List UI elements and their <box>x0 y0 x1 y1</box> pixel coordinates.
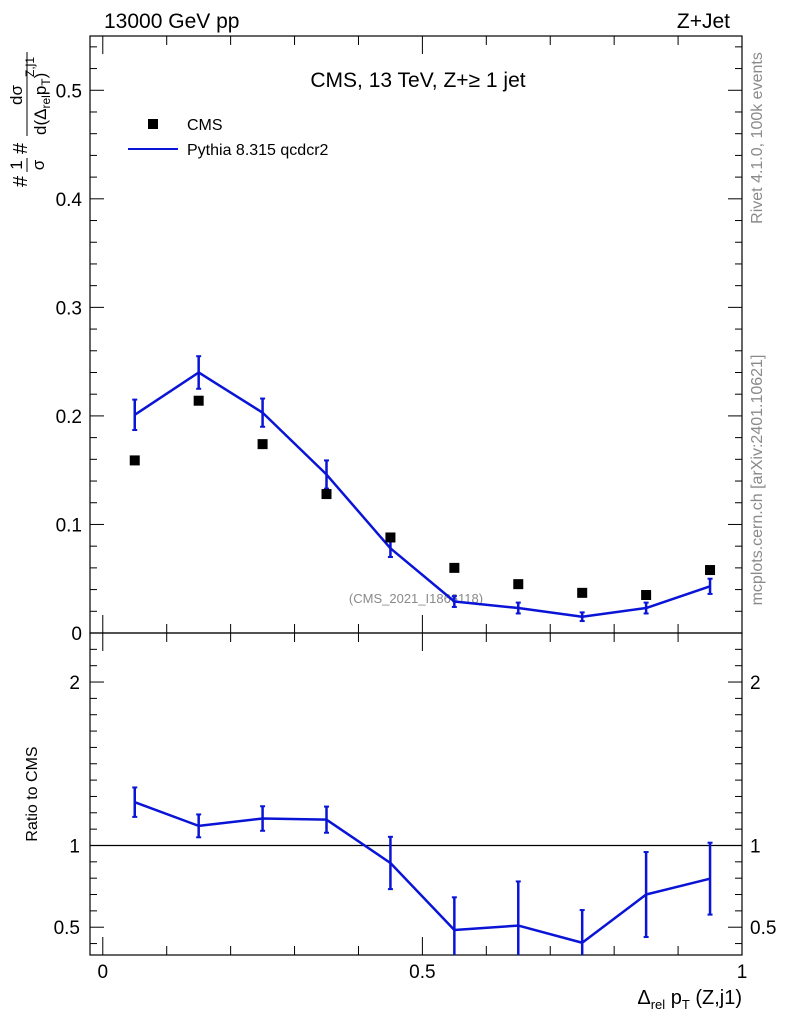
ratio-x-ticks: 0 0.5 1 <box>97 633 747 983</box>
ylabel-dsigma: dσ <box>7 85 26 105</box>
cms-data-point <box>129 455 140 466</box>
main-y-tick-label: 0.5 <box>56 81 82 102</box>
ratio-x-tick-label: 0.5 <box>409 962 435 983</box>
main-panel: 00.10.20.30.40.5 CMS, 13 TeV, Z+≥ 1 jet … <box>7 35 743 645</box>
ylabel-denominator: d(ΔrelpT) <box>31 73 53 135</box>
cms-data-point <box>705 565 716 576</box>
ratio-series-layer <box>132 786 713 955</box>
main-y-tick-label: 0.4 <box>56 190 83 211</box>
ratio-y-label: Ratio to CMS <box>24 746 41 841</box>
cms-data-point <box>577 587 588 598</box>
ratio-y-tick-label-left: 0.5 <box>54 918 80 939</box>
cms-data-point <box>513 579 524 590</box>
cms-data-point <box>193 395 204 406</box>
cms-data-point <box>385 532 396 543</box>
plot-title: CMS, 13 TeV, Z+≥ 1 jet <box>310 69 525 92</box>
legend-marker-cms <box>148 119 158 129</box>
main-y-label: # 1 σ # dσ d(ΔrelpT) Z,j1 <box>7 52 53 187</box>
cms-data-point <box>641 590 652 601</box>
ylabel-hash1: # <box>10 175 32 187</box>
legend-label-cms: CMS <box>187 117 223 134</box>
ratio-line <box>134 801 711 944</box>
x-axis-label: Δrel pT (Z,j1) <box>637 987 742 1012</box>
main-y-ticks: 0 0.1 0.2 0.3 0.4 0.5 <box>56 46 742 645</box>
cms-data-point <box>449 562 460 573</box>
pythia-line <box>134 371 711 618</box>
ylabel-sigma: σ <box>29 159 48 170</box>
ratio-panel: 0.5 0.51 12 2 0 0.5 1 Ratio to CMS Δrel pT (Z… <box>24 632 776 1012</box>
ratio-y-tick-label-right: 1 <box>750 836 761 857</box>
ylabel-one: 1 <box>7 160 26 169</box>
ratio-y-tick-label-left: 2 <box>69 673 80 694</box>
mcplots-label: mcplots.cern.ch [arXiv:2401.10621] <box>749 355 766 606</box>
main-y-tick-label: 0.3 <box>56 298 82 319</box>
main-x-ticks <box>102 36 743 633</box>
ratio-y-ticks: 0.5 0.5 1 1 2 2 <box>54 648 776 945</box>
ylabel-superscript: Z,j1 <box>23 57 37 77</box>
main-y-tick-label: 0.1 <box>56 515 82 536</box>
legend-label-pythia: Pythia 8.315 qcdcr2 <box>187 142 329 159</box>
main-series-layer <box>129 355 716 623</box>
ylabel-hash2: # <box>10 142 32 154</box>
ratio-x-tick-label: 0 <box>97 962 108 983</box>
main-y-tick-label: 0 <box>71 624 82 645</box>
ratio-y-tick-label-right: 2 <box>750 673 761 694</box>
ratio-x-tick-label: 1 <box>737 962 748 983</box>
watermark: (CMS_2021_I1866118) <box>349 591 483 606</box>
header-left: 13000 GeV pp <box>104 10 239 33</box>
ratio-frame <box>89 632 743 956</box>
legend: CMS Pythia 8.315 qcdcr2 <box>128 117 329 159</box>
header-right: Z+Jet <box>677 10 730 33</box>
main-y-tick-label: 0.2 <box>56 407 82 428</box>
ratio-y-tick-label-left: 1 <box>69 836 80 857</box>
rivet-label: Rivet 4.1.0, 100k events <box>749 52 766 224</box>
cms-data-point <box>257 439 268 450</box>
cms-data-point <box>321 489 332 500</box>
ratio-y-tick-label-right: 0.5 <box>750 918 776 939</box>
